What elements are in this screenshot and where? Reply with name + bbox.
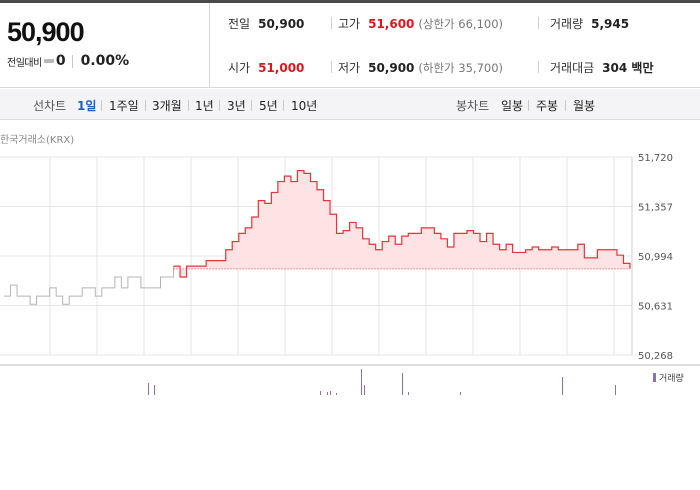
current-price-box: 50,900 전일대비 0 0.00%	[0, 3, 210, 88]
trade-amount-stat: 거래대금 304 백만	[550, 59, 653, 76]
volume-bars	[148, 369, 616, 395]
volume-bar	[402, 373, 403, 395]
prev-close-label: 전일	[228, 17, 251, 31]
open-value: 51,000	[258, 61, 305, 75]
volume-legend-swatch	[653, 373, 656, 382]
volume-bar	[336, 393, 337, 395]
high-value: 51,600	[368, 17, 415, 31]
volume-bar	[154, 385, 155, 395]
price-fill-area	[173, 170, 630, 277]
y-tick-label: 50,631	[638, 302, 673, 313]
divider	[188, 100, 189, 111]
trade-amount-value: 304 백만	[602, 61, 654, 75]
high-label: 고가	[338, 17, 361, 31]
candle-tab-daily[interactable]: 일봉	[501, 99, 524, 113]
low-stat: 저가 50,900 (하한가 35,700)	[338, 59, 503, 76]
divider	[565, 100, 566, 111]
price-line	[173, 170, 631, 278]
volume-bar	[615, 385, 616, 395]
prev-close-value: 50,900	[258, 17, 305, 31]
divider	[219, 100, 220, 111]
volume-bar	[364, 385, 365, 395]
open-label: 시가	[228, 61, 251, 75]
candle-tab-monthly[interactable]: 월봉	[573, 99, 596, 113]
volume-bar	[361, 369, 362, 395]
volume-bar	[562, 377, 563, 395]
y-tick-label: 51,357	[638, 203, 673, 214]
range-tab-10y[interactable]: 10년	[291, 99, 318, 113]
upper-limit: (상한가 66,100)	[418, 17, 504, 31]
y-axis-ticks: 51,720 51,357 50,994 50,631 50,268	[638, 153, 673, 362]
volume-bar	[330, 391, 331, 395]
range-tab-1d[interactable]: 1일	[77, 99, 97, 113]
line-chart-label: 선차트	[33, 99, 67, 113]
candle-tab-weekly[interactable]: 주봉	[536, 99, 559, 113]
y-tick-label: 50,994	[638, 252, 673, 263]
volume-bar	[408, 392, 409, 395]
divider	[101, 100, 102, 111]
divider	[283, 100, 284, 111]
volume-value: 5,945	[591, 17, 630, 31]
flat-dash-icon	[43, 59, 54, 63]
current-price: 50,900	[7, 17, 85, 47]
divider	[528, 100, 529, 111]
divider	[331, 61, 332, 73]
volume-bar	[148, 383, 149, 395]
price-area	[173, 170, 630, 277]
pre-market-line	[4, 266, 175, 305]
divider	[251, 100, 252, 111]
candle-chart-label: 봉차트	[456, 99, 490, 113]
divider	[538, 61, 539, 73]
change-row: 전일대비 0 0.00%	[7, 53, 129, 69]
trade-amount-label: 거래대금	[550, 61, 595, 75]
divider	[145, 100, 146, 111]
low-label: 저가	[338, 61, 361, 75]
volume-bar	[320, 391, 321, 395]
volume-legend: 거래량	[653, 371, 684, 384]
price-lines	[4, 170, 631, 305]
data-source: 한국거래소(KRX)	[0, 135, 75, 146]
divider	[538, 17, 539, 29]
change-label: 전일대비	[7, 57, 42, 69]
high-stat: 고가 51,600 (상한가 66,100)	[338, 15, 503, 32]
volume-bar	[460, 392, 461, 395]
low-value: 50,900	[368, 61, 415, 75]
chart-toolbar: 선차트 1일 1주일 3개월 1년 3년 5년 10년 봉차트 일봉 주봉 월봉	[0, 89, 700, 120]
volume-label: 거래량	[550, 17, 584, 31]
y-tick-label: 51,720	[638, 153, 673, 164]
range-tab-3y[interactable]: 3년	[227, 99, 246, 113]
lower-limit: (하한가 35,700)	[418, 61, 504, 75]
y-tick-label: 50,268	[638, 351, 673, 362]
open-stat: 시가 51,000	[228, 59, 304, 76]
price-summary: 50,900 전일대비 0 0.00% 전일 50,900 고가 51,600 …	[0, 3, 700, 88]
prev-close-stat: 전일 50,900	[228, 15, 304, 32]
range-tab-5y[interactable]: 5년	[259, 99, 278, 113]
volume-bar	[327, 392, 328, 395]
divider	[331, 17, 332, 29]
range-tab-1w[interactable]: 1주일	[109, 99, 139, 113]
change-value: 0	[55, 53, 66, 69]
volume-stat: 거래량 5,945	[550, 15, 629, 32]
top-border	[0, 0, 700, 3]
volume-legend-label: 거래량	[659, 374, 684, 384]
change-rate: 0.00%	[80, 53, 130, 69]
range-tab-1y[interactable]: 1년	[195, 99, 214, 113]
range-tab-3m[interactable]: 3개월	[152, 99, 182, 113]
divider	[71, 54, 73, 68]
